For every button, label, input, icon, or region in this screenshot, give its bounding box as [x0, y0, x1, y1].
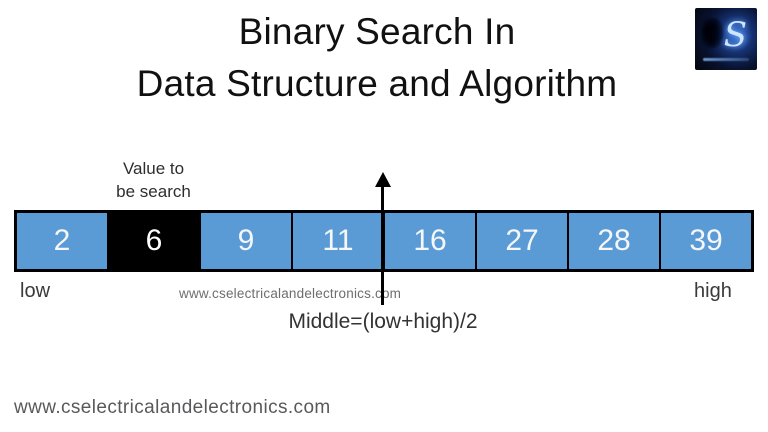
array-container: 2 6 9 11 16 27 28 39: [14, 210, 754, 272]
middle-formula-label: Middle=(low+high)/2: [288, 310, 478, 333]
value-label-line-1: Value to: [122, 159, 185, 178]
title-line-1: Binary Search In: [238, 11, 516, 52]
array-cell: 28: [569, 213, 661, 269]
array-cell: 16: [385, 213, 477, 269]
array-cell: 9: [201, 213, 293, 269]
middle-arrow-head-icon: [375, 172, 391, 187]
high-pointer-label: high: [694, 280, 732, 302]
page-title: Binary Search In Data Structure and Algo…: [0, 6, 754, 110]
array-cell: 27: [477, 213, 569, 269]
title-line-2: Data Structure and Algorithm: [136, 63, 618, 104]
array-cell: 39: [661, 213, 751, 269]
diagram-watermark: www.cselectricalandelectronics.com: [179, 286, 402, 301]
footer-website-url: www.cselectricalandelectronics.com: [14, 397, 331, 418]
channel-logo: S: [695, 8, 757, 70]
middle-arrow-line: [381, 186, 384, 305]
logo-silhouette-icon: [701, 18, 723, 48]
array-cell: 6: [109, 213, 201, 269]
logo-s-icon: S: [723, 15, 747, 55]
value-to-search-label: Value to be search: [106, 157, 201, 203]
array-cell: 2: [17, 213, 109, 269]
logo-caption-decoration: [703, 58, 749, 61]
low-pointer-label: low: [20, 280, 51, 302]
array-cell: 11: [293, 213, 385, 269]
value-label-line-2: be search: [116, 182, 191, 201]
